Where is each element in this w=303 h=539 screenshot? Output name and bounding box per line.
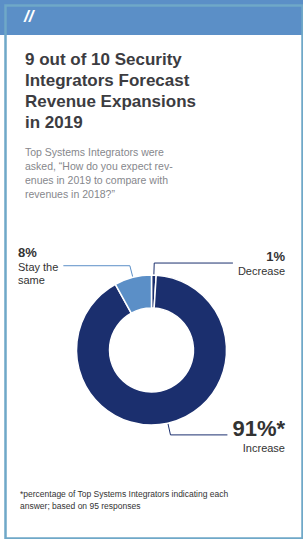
svg-text:*percentage of Top Systems Int: *percentage of Top Systems Integrators i… [20, 489, 228, 499]
svg-text:same: same [18, 274, 45, 286]
svg-text:Integrators Forecast: Integrators Forecast [25, 71, 190, 90]
svg-text:9 out of 10 Security: 9 out of 10 Security [25, 50, 182, 69]
svg-text://: // [23, 7, 36, 26]
svg-text:Top Systems Integrators were: Top Systems Integrators were [25, 146, 164, 158]
svg-text:enues in 2019 to compare with: enues in 2019 to compare with [25, 174, 168, 186]
svg-text:91%*: 91%* [232, 416, 285, 441]
svg-text:answer; based on 95 responses: answer; based on 95 responses [20, 501, 141, 511]
svg-text:8%: 8% [18, 245, 37, 260]
svg-text:revenues in 2018?”: revenues in 2018?” [25, 188, 115, 200]
svg-text:Revenue Expansions: Revenue Expansions [25, 92, 196, 111]
svg-text:Decrease: Decrease [238, 265, 285, 277]
svg-text:Increase: Increase [243, 442, 285, 454]
svg-text:asked, “How do you expect rev-: asked, “How do you expect rev- [25, 160, 173, 172]
svg-text:Stay the: Stay the [18, 261, 58, 273]
svg-text:1%: 1% [266, 249, 285, 264]
svg-text:in 2019: in 2019 [25, 113, 83, 132]
